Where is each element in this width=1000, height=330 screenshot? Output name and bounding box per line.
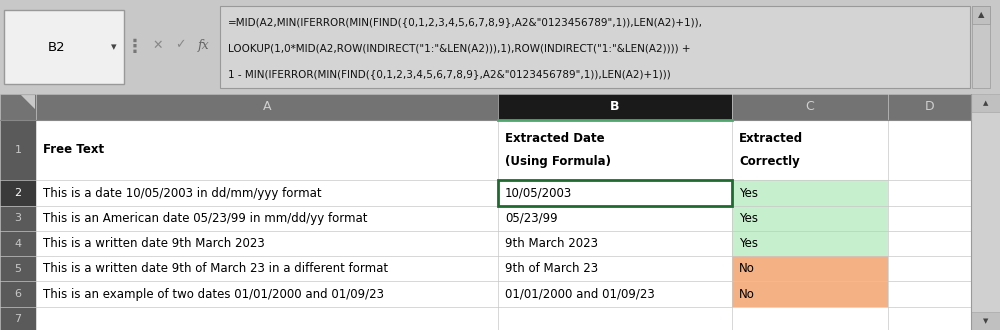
Text: No: No <box>739 262 755 275</box>
Text: LOOKUP(1,0*MID(A2,ROW(INDIRECT("1:"&LEN(A2))),1),ROW(INDIRECT("1:"&LEN(A2)))) +: LOOKUP(1,0*MID(A2,ROW(INDIRECT("1:"&LEN(… <box>228 43 690 53</box>
Bar <box>732 181 888 206</box>
Text: No: No <box>739 287 755 301</box>
Text: This is an example of two dates 01/01/2000 and 01/09/23: This is an example of two dates 01/01/20… <box>43 287 384 301</box>
Text: Yes: Yes <box>739 186 758 200</box>
Bar <box>0 181 36 206</box>
Text: 1 - MIN(IFERROR(MIN(FIND({0,1,2,3,4,5,6,7,8,9},A2&"0123456789",1)),LEN(A2)+1))): 1 - MIN(IFERROR(MIN(FIND({0,1,2,3,4,5,6,… <box>228 69 671 79</box>
Bar <box>0 94 36 119</box>
Text: Free Text: Free Text <box>43 144 104 156</box>
Bar <box>36 206 498 231</box>
Bar <box>498 307 732 330</box>
Polygon shape <box>21 95 35 109</box>
Bar <box>498 94 732 119</box>
Text: Yes: Yes <box>739 212 758 225</box>
Bar <box>0 231 36 256</box>
FancyBboxPatch shape <box>4 10 124 84</box>
Bar <box>888 231 971 256</box>
Text: Extracted: Extracted <box>739 132 803 145</box>
Text: D: D <box>925 100 934 113</box>
Bar <box>0 281 36 307</box>
Bar <box>36 281 498 307</box>
Bar <box>0 94 1000 119</box>
Bar <box>888 307 971 330</box>
Text: Extracted Date: Extracted Date <box>505 132 605 145</box>
Text: ▲: ▲ <box>983 100 988 106</box>
Text: Yes: Yes <box>739 237 758 250</box>
Bar <box>498 181 732 206</box>
Bar <box>0 307 36 330</box>
Bar <box>36 231 498 256</box>
Text: =MID(A2,MIN(IFERROR(MIN(FIND({0,1,2,3,4,5,6,7,8,9},A2&"0123456789",1)),LEN(A2)+1: =MID(A2,MIN(IFERROR(MIN(FIND({0,1,2,3,4,… <box>228 17 703 27</box>
Text: This is a written date 9th of March 23 in a different format: This is a written date 9th of March 23 i… <box>43 262 388 275</box>
Bar <box>732 307 888 330</box>
Text: 9th March 2023: 9th March 2023 <box>505 237 598 250</box>
Bar <box>888 181 971 206</box>
Text: 05/23/99: 05/23/99 <box>505 212 558 225</box>
Text: ⋮: ⋮ <box>126 38 144 56</box>
Text: 6: 6 <box>14 289 22 299</box>
Text: 3: 3 <box>14 213 22 223</box>
Bar <box>0 256 36 281</box>
Bar <box>36 119 498 181</box>
Text: ✓: ✓ <box>175 39 185 51</box>
Bar <box>888 256 971 281</box>
Bar <box>36 181 498 206</box>
Bar <box>971 94 1000 112</box>
Bar <box>498 231 732 256</box>
Text: ▲: ▲ <box>978 11 984 19</box>
Text: 7: 7 <box>14 314 22 324</box>
Bar <box>36 307 498 330</box>
Bar <box>888 206 971 231</box>
Text: 9th of March 23: 9th of March 23 <box>505 262 598 275</box>
Bar <box>0 119 36 181</box>
Text: This is a written date 9th March 2023: This is a written date 9th March 2023 <box>43 237 265 250</box>
FancyBboxPatch shape <box>220 6 970 88</box>
Text: B2: B2 <box>48 41 66 53</box>
Bar <box>971 94 1000 330</box>
Text: ✕: ✕ <box>153 39 163 51</box>
Text: 01/01/2000 and 01/09/23: 01/01/2000 and 01/09/23 <box>505 287 655 301</box>
Text: B: B <box>610 100 620 113</box>
Bar <box>498 281 732 307</box>
Bar <box>972 6 990 24</box>
Text: (Using Formula): (Using Formula) <box>505 155 611 168</box>
Bar <box>498 181 732 206</box>
Bar <box>971 312 1000 330</box>
Bar <box>888 119 971 181</box>
Bar <box>972 6 990 88</box>
Bar <box>498 119 732 181</box>
Bar <box>498 256 732 281</box>
Text: 10/05/2003: 10/05/2003 <box>505 186 572 200</box>
Bar <box>498 206 732 231</box>
Bar <box>888 281 971 307</box>
Text: 2: 2 <box>14 188 22 198</box>
Bar <box>36 256 498 281</box>
Text: fx: fx <box>198 39 210 51</box>
Text: This is an American date 05/23/99 in mm/dd/yy format: This is an American date 05/23/99 in mm/… <box>43 212 368 225</box>
Text: ▼: ▼ <box>983 318 988 324</box>
Bar <box>732 256 888 281</box>
Text: ▾: ▾ <box>111 42 117 52</box>
Text: 5: 5 <box>14 264 22 274</box>
Text: 1: 1 <box>14 145 22 155</box>
Bar <box>732 281 888 307</box>
Text: A: A <box>263 100 271 113</box>
Bar <box>732 206 888 231</box>
Text: This is a date 10/05/2003 in dd/mm/yyy format: This is a date 10/05/2003 in dd/mm/yyy f… <box>43 186 322 200</box>
Bar <box>732 231 888 256</box>
Bar <box>732 119 888 181</box>
Text: C: C <box>806 100 814 113</box>
Text: 4: 4 <box>14 239 22 248</box>
Bar <box>0 206 36 231</box>
Text: Correctly: Correctly <box>739 155 800 168</box>
